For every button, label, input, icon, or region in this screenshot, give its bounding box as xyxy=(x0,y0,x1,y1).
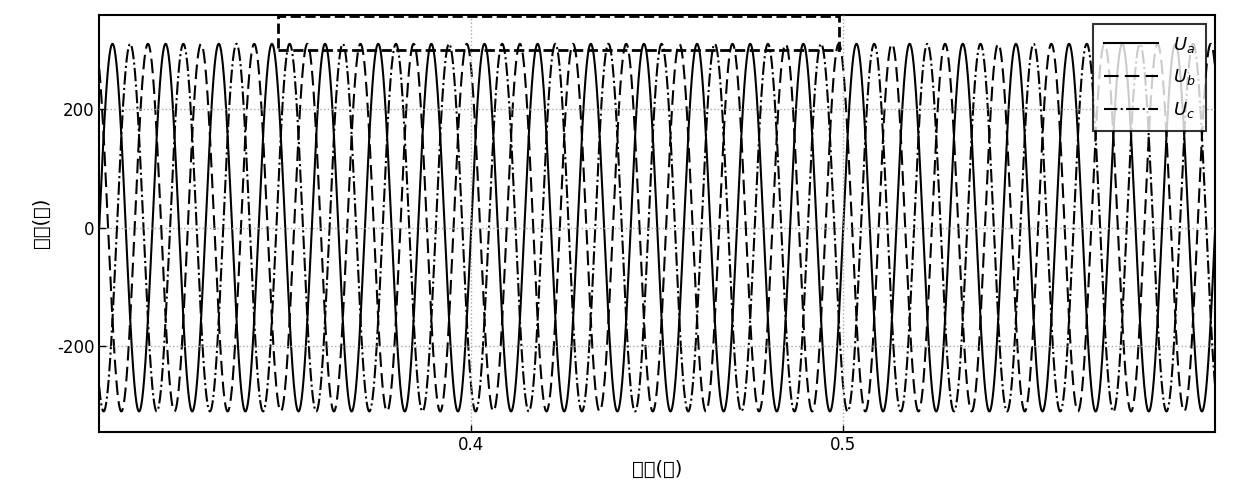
$U_c$ xyxy=(311,403,326,409)
$U_a$ xyxy=(311,100,326,106)
$U_b$ xyxy=(637,336,652,342)
$U_a$ xyxy=(637,42,652,48)
$U_a$ xyxy=(138,358,153,364)
$U_b$ xyxy=(326,408,341,414)
$U_b$ xyxy=(92,65,107,71)
Bar xyxy=(278,16,839,50)
$U_b$ xyxy=(353,41,368,47)
Y-axis label: 电压(伏): 电压(伏) xyxy=(32,198,51,248)
$U_b$ xyxy=(1208,65,1223,71)
$U_b$ xyxy=(138,49,153,55)
Line: $U_b$: $U_b$ xyxy=(99,44,1215,411)
$U_c$ xyxy=(229,41,244,47)
Line: $U_c$: $U_c$ xyxy=(99,44,1215,411)
X-axis label: 时间(秒): 时间(秒) xyxy=(632,460,682,479)
$U_c$ xyxy=(1148,290,1163,296)
$U_c$ xyxy=(97,408,112,414)
$U_c$ xyxy=(159,310,174,316)
$U_b$ xyxy=(159,322,174,328)
$U_c$ xyxy=(1208,384,1223,390)
$U_b$ xyxy=(310,168,325,174)
$U_c$ xyxy=(202,408,217,414)
$U_a$ xyxy=(1148,341,1163,347)
$U_c$ xyxy=(92,384,107,390)
Legend: $U_a$, $U_b$, $U_c$: $U_a$, $U_b$, $U_c$ xyxy=(1094,24,1207,131)
$U_a$ xyxy=(159,41,174,47)
Line: $U_a$: $U_a$ xyxy=(99,44,1215,411)
$U_a$ xyxy=(1208,225,1223,231)
$U_b$ xyxy=(97,144,112,150)
$U_b$ xyxy=(1148,43,1163,49)
$U_c$ xyxy=(138,266,153,272)
$U_a$ xyxy=(92,225,107,231)
$U_a$ xyxy=(105,41,120,47)
$U_a$ xyxy=(450,408,465,414)
$U_a$ xyxy=(97,122,112,128)
$U_c$ xyxy=(637,296,652,302)
